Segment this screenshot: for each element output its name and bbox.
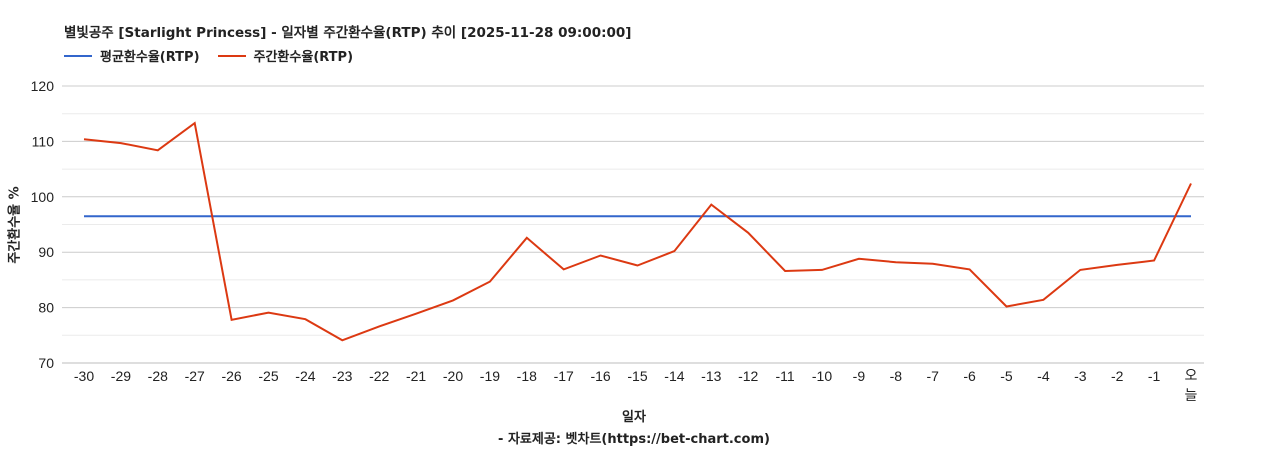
x-tick-label: -13 <box>701 368 721 384</box>
x-tick-label: -20 <box>443 368 463 384</box>
y-tick-label: 100 <box>31 189 55 205</box>
x-tick-label: -5 <box>1000 368 1013 384</box>
x-tick-label: -18 <box>517 368 537 384</box>
x-tick-label: -22 <box>369 368 389 384</box>
source-credit: - 자료제공: 벳차트(https://bet-chart.com) <box>498 432 770 447</box>
x-tick-label: -27 <box>185 368 205 384</box>
x-tick-label: 오 <box>1185 368 1198 384</box>
x-tick-label: -26 <box>221 368 241 384</box>
y-tick-label: 90 <box>38 244 54 260</box>
x-tick-label: -25 <box>258 368 278 384</box>
legend-item-average[interactable]: 평균환수율(RTP) <box>64 46 200 65</box>
y-tick-label: 120 <box>31 78 55 94</box>
x-tick-label: 늘 <box>1185 388 1198 404</box>
x-tick-label: -8 <box>890 368 903 384</box>
legend: 평균환수율(RTP) 주간환수율(RTP) <box>64 46 353 65</box>
y-tick-label: 80 <box>38 300 54 316</box>
x-tick-label: -1 <box>1148 368 1161 384</box>
x-tick-label: -14 <box>664 368 684 384</box>
x-tick-label: -16 <box>590 368 610 384</box>
y-axis-label: 주간환수율 % <box>7 186 23 264</box>
legend-label-average: 평균환수율(RTP) <box>100 50 200 65</box>
x-tick-label: -7 <box>926 368 939 384</box>
x-tick-label: -19 <box>480 368 500 384</box>
x-tick-label: -6 <box>963 368 976 384</box>
legend-swatch-average <box>64 54 92 57</box>
x-tick-label: -24 <box>295 368 315 384</box>
x-tick-label: -15 <box>627 368 647 384</box>
x-tick-label: -3 <box>1074 368 1087 384</box>
x-tick-label: -2 <box>1111 368 1124 384</box>
x-tick-label: -21 <box>406 368 426 384</box>
x-axis-label: 일자 <box>622 410 646 425</box>
y-tick-label: 110 <box>32 133 55 149</box>
x-tick-label: -9 <box>853 368 866 384</box>
x-tick-label: -12 <box>738 368 758 384</box>
x-tick-label: -10 <box>812 368 832 384</box>
legend-swatch-weekly <box>217 54 246 57</box>
x-tick-label: -17 <box>554 368 574 384</box>
legend-item-weekly[interactable]: 주간환수율(RTP) <box>217 46 354 65</box>
x-tick-label: -28 <box>148 368 168 384</box>
y-tick-label: 70 <box>38 355 54 371</box>
legend-label-weekly: 주간환수율(RTP) <box>253 50 354 65</box>
x-tick-label: -4 <box>1037 368 1050 384</box>
chart-title: 별빛공주 [Starlight Princess] - 일자별 주간환수율(RT… <box>64 25 632 41</box>
x-tick-label: -29 <box>111 368 131 384</box>
x-tick-label: -23 <box>332 368 352 384</box>
weekly-rtp-line[interactable] <box>83 121 1192 342</box>
x-tick-label: -11 <box>775 368 794 384</box>
x-tick-label: -30 <box>74 368 94 384</box>
